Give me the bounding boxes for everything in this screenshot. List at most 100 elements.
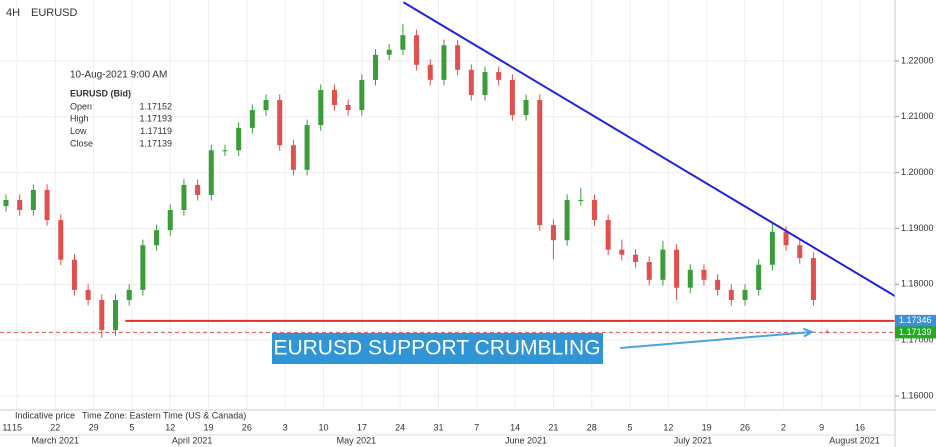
info-value: 1.17152 <box>139 101 172 111</box>
candle-body <box>523 99 529 116</box>
candle-body <box>810 258 816 300</box>
month-label: May 2021 <box>337 435 377 445</box>
candle-body <box>591 199 597 221</box>
candle-body <box>742 289 748 300</box>
month-label: August 2021 <box>829 435 880 445</box>
candle-body <box>304 125 310 170</box>
x-tick-label: 12 <box>165 422 175 432</box>
candle-body <box>701 269 707 280</box>
x-tick-label: 5 <box>628 422 633 432</box>
candles <box>3 24 830 338</box>
candle-body <box>509 79 515 116</box>
candle-body <box>17 199 23 211</box>
price-tag-label: 1.17139 <box>899 327 932 337</box>
lines <box>0 1 896 349</box>
candle-body <box>414 35 420 65</box>
x-tick-label: 3 <box>283 422 288 432</box>
x-tick-label: 24 <box>395 422 405 432</box>
info-panel: Open 1.17152 High 1.17193 Low 1.17119 Close 1.1… <box>70 101 172 148</box>
candle-body <box>71 259 77 290</box>
annotation-arrow <box>620 327 815 349</box>
x-tick-label: 5 <box>129 422 134 432</box>
x-tick-label: 28 <box>587 422 597 432</box>
candle-body <box>58 220 64 260</box>
x-tick-label: 26 <box>740 422 750 432</box>
candle-body <box>331 89 337 106</box>
x-tick-label: 19 <box>204 422 214 432</box>
candle-body <box>550 225 556 241</box>
candle-body <box>728 289 734 300</box>
x-tick-label: 31 <box>433 422 443 432</box>
info-label: Close <box>70 138 93 148</box>
candle-body <box>783 231 789 246</box>
x-tick-label: 14 <box>510 422 520 432</box>
month-label: March 2021 <box>32 435 80 445</box>
candle-body <box>756 264 762 290</box>
x-tick-label: 29 <box>89 422 99 432</box>
price-tag-label: 1.17346 <box>899 315 932 325</box>
info-label: Low <box>70 126 87 136</box>
candle-body <box>318 89 324 126</box>
x-tick-label: 7 <box>474 422 479 432</box>
candle-body <box>619 249 625 255</box>
y-tick-label: 1.16000 <box>901 390 934 400</box>
candle-body <box>564 199 570 241</box>
chart-title: EURUSD <box>31 7 78 19</box>
info-value: 1.17119 <box>140 126 172 136</box>
candle-body <box>290 145 296 170</box>
candle-body <box>208 150 214 195</box>
candle-body <box>154 230 160 246</box>
annotation-box <box>272 333 603 364</box>
info-label: Open <box>70 101 92 111</box>
candle-body <box>605 220 611 250</box>
info-symbol: EURUSD (Bid) <box>70 88 131 98</box>
candle-body <box>646 261 652 280</box>
x-tick-label: 21 <box>548 422 558 432</box>
trend-line <box>402 1 896 297</box>
price-tag <box>895 314 936 327</box>
candle-body <box>468 69 474 95</box>
candle-body <box>797 245 803 259</box>
month-label: April 2021 <box>172 435 213 445</box>
candle-body <box>222 150 228 152</box>
y-tick-label: 1.17000 <box>901 335 934 345</box>
month-label: July 2021 <box>674 435 713 445</box>
x-tick-label: 17 <box>357 422 367 432</box>
candle-body <box>345 105 351 111</box>
candle-body <box>482 72 488 95</box>
candle-body <box>359 79 365 111</box>
x-tick-label: 15 <box>12 422 22 432</box>
x-tick-label: 22 <box>50 422 60 432</box>
info-label: High <box>70 114 89 124</box>
timeframe: 4H <box>6 7 20 19</box>
candle-body <box>633 254 639 262</box>
candle-body <box>99 299 105 331</box>
candle-body <box>496 72 502 80</box>
candle-body <box>277 99 283 146</box>
candle-body <box>44 189 50 221</box>
info-value: 1.17139 <box>139 138 172 148</box>
candle-body <box>578 199 584 201</box>
x-tick-label: 10 <box>319 422 329 432</box>
y-tick-label: 1.18000 <box>901 279 934 289</box>
candle-body <box>167 210 173 231</box>
candle-body <box>687 269 693 288</box>
info-datetime: 10-Aug-2021 9:00 AM <box>70 70 167 81</box>
info-value: 1.17193 <box>139 114 172 124</box>
y-tick-label: 1.21000 <box>901 111 934 121</box>
candle-body <box>386 49 392 55</box>
candle-body <box>236 127 242 151</box>
candle-body <box>113 299 119 331</box>
candle-body <box>400 35 406 50</box>
y-tick-label: 1.19000 <box>901 223 934 233</box>
candle-body <box>263 99 269 111</box>
price-tag <box>895 326 936 339</box>
candle-body <box>427 64 433 80</box>
x-tick-label: 16 <box>855 422 865 432</box>
x-tick-label: 12 <box>663 422 673 432</box>
y-tick-label: 1.20000 <box>901 167 934 177</box>
candle-body <box>373 54 379 80</box>
candle-body <box>455 45 461 70</box>
